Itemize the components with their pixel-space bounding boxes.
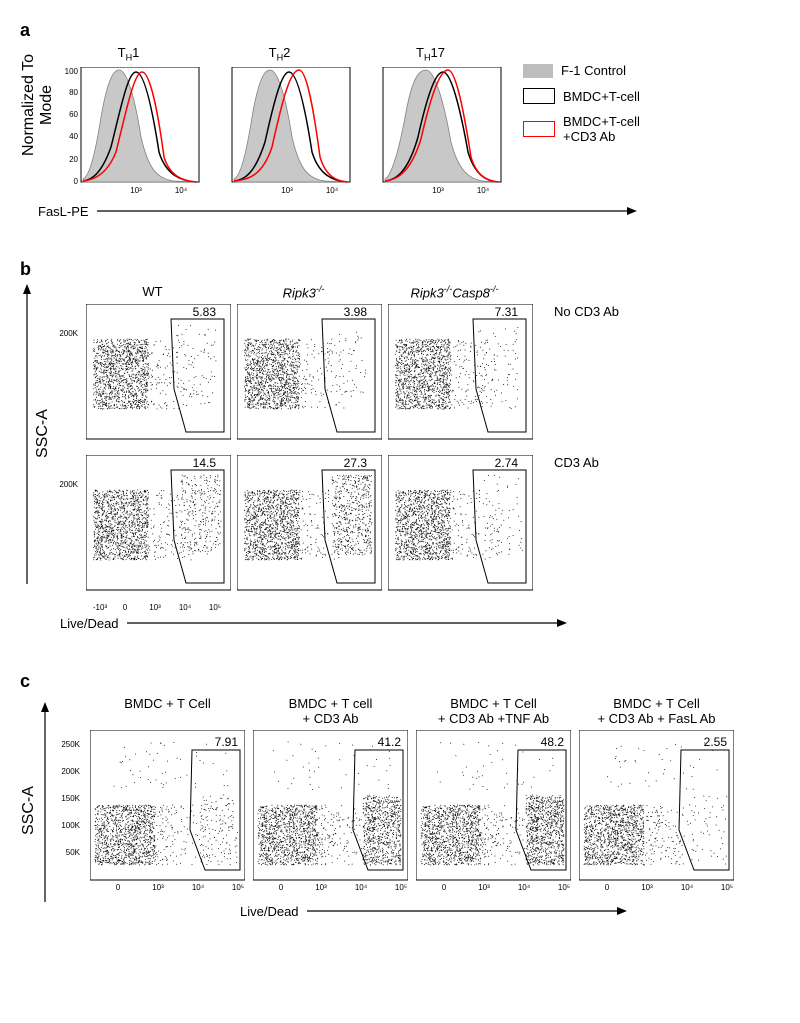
histogram-svg: 10³ 10⁴ (207, 67, 352, 197)
svg-text:20: 20 (69, 155, 78, 164)
panel-a-plot-3: TH17 10³ 10⁴ (358, 45, 503, 202)
scatter-plot: 7.91010³10⁴10⁵ (90, 730, 245, 892)
svg-text:10⁴: 10⁴ (326, 186, 339, 195)
panel-a-plot-2: TH2 10³ 10⁴ (207, 45, 352, 202)
svg-text:10⁴: 10⁴ (477, 186, 490, 195)
histogram-svg: 10³ 10⁴ (358, 67, 503, 197)
panel-b: b SSC-A WT Ripk3-/- Ripk3-/-Casp8-/- 200… (20, 259, 780, 631)
scatter-plot: 27.3 (237, 455, 382, 595)
legend-swatch-black (523, 88, 555, 104)
panel-a-ylabel: Normalized To Mode (20, 45, 56, 165)
svg-text:10⁴: 10⁴ (175, 186, 188, 195)
panel-b-col-3: Ripk3-/-Casp8-/- (382, 284, 527, 300)
legend-item: F-1 Control (523, 63, 640, 78)
svg-text:200K: 200K (59, 329, 78, 338)
svg-text:200K: 200K (59, 480, 78, 489)
svg-text:5.83: 5.83 (193, 305, 217, 319)
arrow-icon (127, 617, 567, 629)
svg-text:80: 80 (69, 88, 78, 97)
panel-c-grid: BMDC + T Cell BMDC + T cell+ CD3 Ab BMDC… (52, 696, 734, 892)
scatter-plot: 5.83 (86, 304, 231, 444)
panel-c: c SSC-A BMDC + T Cell BMDC + T cell+ CD3… (20, 671, 780, 919)
yticks: 200K (52, 455, 80, 595)
arrow-icon (97, 205, 637, 217)
svg-text:100: 100 (65, 67, 79, 76)
svg-text:10³: 10³ (432, 186, 444, 195)
scatter-plot: 3.98 (237, 304, 382, 444)
xticks: -10³ 0 10³ 10⁴ 10⁵ (80, 600, 225, 614)
svg-text:40: 40 (69, 132, 78, 141)
panel-c-xlabel: Live/Dead (240, 904, 299, 919)
panel-c-title-2: BMDC + T cell+ CD3 Ab (253, 696, 408, 726)
legend-swatch-red (523, 121, 555, 137)
panel-a-legend: F-1 Control BMDC+T-cell BMDC+T-cell+CD3 … (523, 63, 640, 154)
scatter-plot: 48.2010³10⁴10⁵ (416, 730, 571, 892)
panel-a-title-2: TH2 (207, 45, 352, 63)
panel-a-plots: TH1 0 20 40 60 80 10 (56, 45, 503, 202)
svg-text:0: 0 (74, 177, 79, 186)
svg-text:7.31: 7.31 (495, 305, 519, 319)
panel-b-col-1: WT (80, 284, 225, 299)
panel-c-title-4: BMDC + T Cell+ CD3 Ab + FasL Ab (579, 696, 734, 726)
panel-a-plot-1: TH1 0 20 40 60 80 10 (56, 45, 201, 202)
panel-b-col-2: Ripk3-/- (231, 284, 376, 300)
svg-text:10³: 10³ (281, 186, 293, 195)
panel-b-grid: WT Ripk3-/- Ripk3-/-Casp8-/- 200K 5.83 3… (52, 284, 619, 614)
legend-label: F-1 Control (561, 63, 626, 78)
scatter-plot: 2.74 (388, 455, 533, 595)
legend-label: BMDC+T-cell (563, 89, 640, 104)
scatter-plot: 2.55010³10⁴10⁵ (579, 730, 734, 892)
panel-a: a Normalized To Mode TH1 0 (20, 20, 780, 219)
scatter-plot: 7.31 (388, 304, 533, 444)
arrow-icon (20, 284, 34, 584)
histogram-svg: 0 20 40 60 80 100 10³ 10⁴ (56, 67, 201, 197)
scatter-plot: 14.5 (86, 455, 231, 595)
arrow-icon (38, 702, 52, 902)
yticks: 200K (52, 304, 80, 444)
svg-text:3.98: 3.98 (344, 305, 368, 319)
svg-text:60: 60 (69, 110, 78, 119)
panel-b-label: b (20, 259, 780, 280)
yticks: 250K 200K 150K 100K 50K (52, 730, 82, 880)
legend-item: BMDC+T-cell+CD3 Ab (523, 114, 640, 144)
panel-b-rowlabel-2: CD3 Ab (554, 455, 599, 470)
panel-b-ylabel: SSC-A (34, 284, 52, 584)
panel-c-title-3: BMDC + T Cell+ CD3 Ab +TNF Ab (416, 696, 571, 726)
panel-b-xlabel: Live/Dead (60, 616, 119, 631)
panel-a-xlabel: FasL-PE (38, 204, 89, 219)
arrow-icon (307, 905, 627, 917)
svg-text:10³: 10³ (130, 186, 142, 195)
panel-b-rowlabel-1: No CD3 Ab (554, 304, 619, 319)
legend-label: BMDC+T-cell+CD3 Ab (563, 114, 640, 144)
panel-a-title-3: TH17 (358, 45, 503, 63)
legend-item: BMDC+T-cell (523, 88, 640, 104)
panel-c-title-1: BMDC + T Cell (90, 696, 245, 711)
panel-c-ylabel: SSC-A (20, 726, 38, 896)
panel-c-label: c (20, 671, 780, 692)
panel-a-label: a (20, 20, 30, 41)
panel-a-title-1: TH1 (56, 45, 201, 63)
legend-swatch-control (523, 64, 553, 78)
scatter-plot: 41.2010³10⁴10⁵ (253, 730, 408, 892)
